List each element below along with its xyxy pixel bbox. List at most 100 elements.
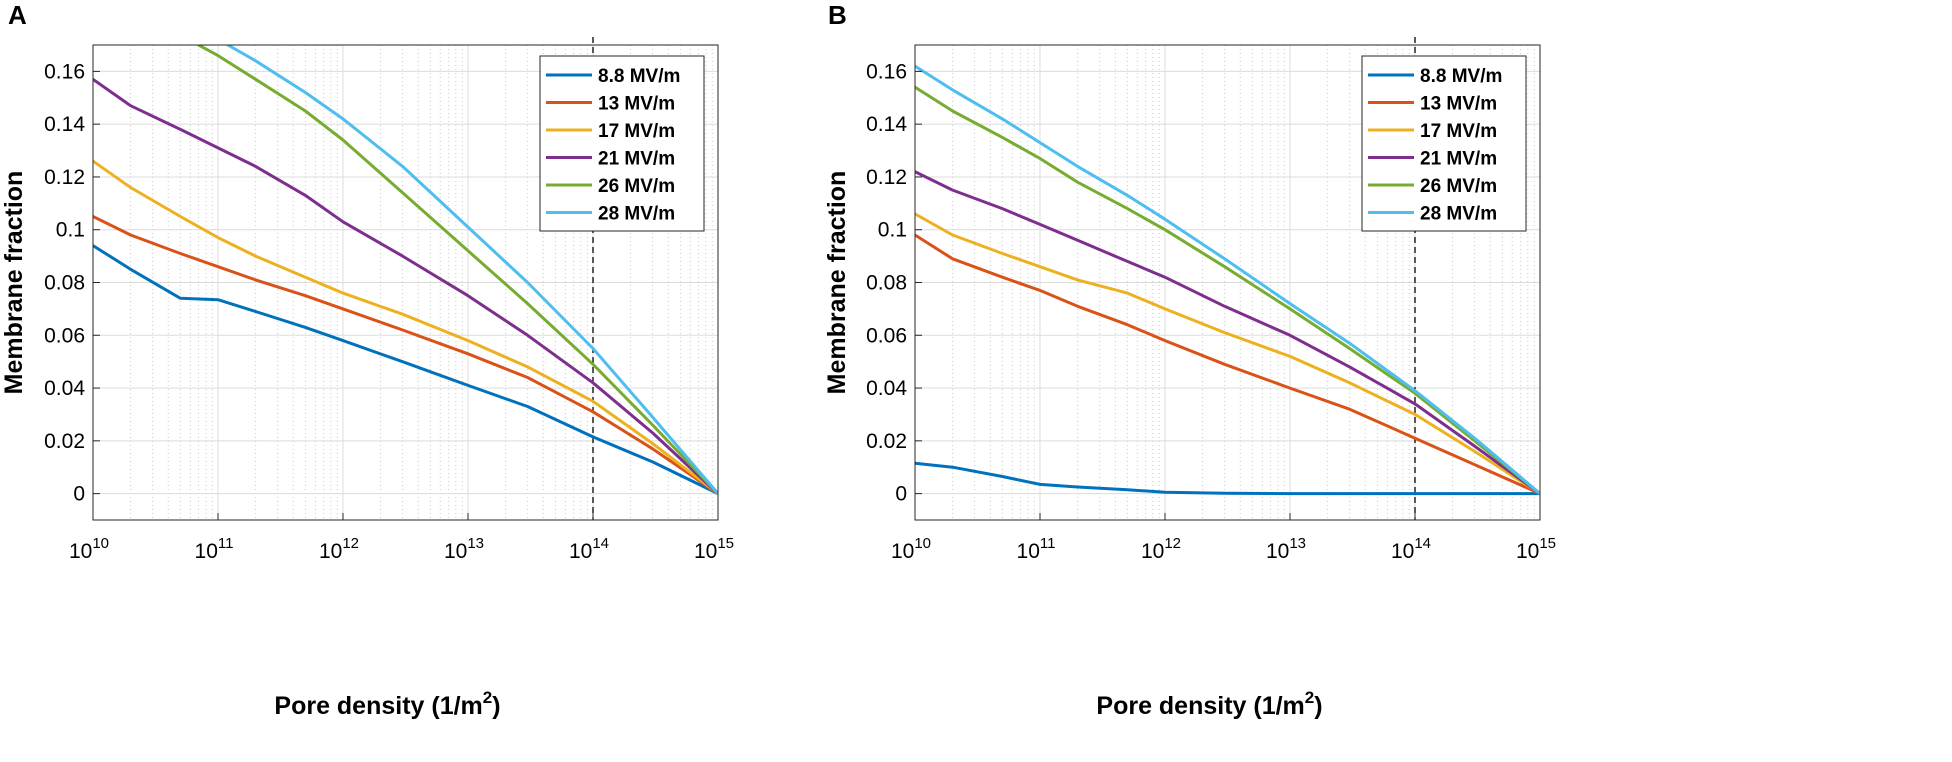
x-axis-title-end: ) [1314,692,1322,720]
y-tick-label: 0.12 [866,166,907,189]
legend-label: 21 MV/m [598,149,675,170]
series-line [915,233,1540,496]
x-axis-title-end: ) [492,692,500,720]
x-tick-exponent: 12 [1164,535,1181,552]
legend-label: 17 MV/m [598,121,675,142]
series-line [93,215,718,496]
x-tick-label: 1015 [694,535,734,563]
legend: 8.8 MV/m 13 MV/m 17 MV/m 21 MV/m 26 MV/m 28 M… [1361,55,1527,232]
x-tick-exponent: 11 [218,535,234,552]
y-tick-label: 0.16 [44,60,85,83]
x-tick-base: 10 [569,540,592,563]
series-group [915,64,1540,496]
series-line [915,64,1540,496]
panel-letter: B [828,0,847,30]
panel-letter: A [8,0,27,30]
legend-label: 26 MV/m [1420,176,1497,197]
x-tick-label: 1013 [1266,535,1306,563]
y-tick-label: 0 [73,483,85,506]
y-tick-label: 0 [895,483,907,506]
legend-label: 8.8 MV/m [1420,66,1502,87]
x-tick-base: 10 [444,540,467,563]
series-group [93,45,718,496]
y-axis-title: Membrane fraction [823,171,851,395]
x-tick-label: 1012 [1141,535,1181,563]
series-line [93,77,718,496]
x-tick-exponent: 14 [592,535,609,552]
legend-label: 17 MV/m [1420,121,1497,142]
x-tick-exponent: 11 [1040,535,1056,552]
y-tick-label: 0.02 [866,430,907,453]
legend-label: 13 MV/m [598,94,675,115]
series-line [915,212,1540,496]
series-line [197,45,718,496]
x-tick-label: 1011 [1017,535,1056,563]
y-axis-title: Membrane fraction [0,171,28,395]
y-tick-label: 0.1 [878,219,907,242]
series-line [226,45,718,496]
y-tick-label: 0.14 [44,113,85,136]
x-tick-base: 10 [1266,540,1289,563]
legend-label: 28 MV/m [1420,204,1497,225]
x-axis-title: Pore density (1/m2) [1096,688,1322,720]
series-line [915,461,1540,496]
legend-box [539,55,705,232]
legend-label: 21 MV/m [1420,149,1497,170]
y-tick-label: 0.1 [56,219,85,242]
x-tick-exponent: 15 [717,535,734,552]
y-tick-label: 0.06 [866,324,907,347]
series-line [93,244,718,496]
x-tick-label: 1014 [569,535,609,563]
legend-label: 8.8 MV/m [598,66,680,87]
x-tick-base: 10 [195,540,218,563]
y-tick-label: 0.06 [44,324,85,347]
legend-box [1361,55,1527,232]
x-tick-label: 1014 [1391,535,1431,563]
x-tick-exponent: 10 [92,535,109,552]
x-tick-label: 1010 [69,535,109,563]
y-tick-label: 0.04 [44,377,85,400]
x-tick-base: 10 [319,540,342,563]
legend-label: 13 MV/m [1420,94,1497,115]
y-tick-label: 0.14 [866,113,907,136]
y-tick-label: 0.08 [44,272,85,295]
y-tick-label: 0.12 [44,166,85,189]
y-tick-label: 0.08 [866,272,907,295]
x-tick-label: 1011 [195,535,234,563]
x-tick-base: 10 [694,540,717,563]
legend: 8.8 MV/m 13 MV/m 17 MV/m 21 MV/m 26 MV/m 28 M… [539,55,705,232]
x-tick-exponent: 13 [467,535,484,552]
series-line [915,85,1540,496]
x-tick-base: 10 [69,540,92,563]
x-tick-base: 10 [1017,540,1040,563]
x-tick-base: 10 [891,540,914,563]
x-tick-base: 10 [1391,540,1414,563]
series-line [915,170,1540,496]
x-tick-exponent: 14 [1414,535,1431,552]
legend-label: 28 MV/m [598,204,675,225]
x-axis-title: Pore density (1/m2) [274,688,500,720]
x-tick-label: 1012 [319,535,359,563]
x-axis-title-main: Pore density (1/m [274,692,482,720]
x-tick-exponent: 13 [1289,535,1306,552]
x-axis-title-sup: 2 [483,688,492,707]
x-tick-base: 10 [1141,540,1164,563]
y-tick-label: 0.02 [44,430,85,453]
y-tick-label: 0.16 [866,60,907,83]
legend-label: 26 MV/m [598,176,675,197]
series-line [93,159,718,496]
x-axis-title-sup: 2 [1305,688,1314,707]
x-tick-exponent: 10 [914,535,931,552]
x-axis-title-main: Pore density (1/m [1096,692,1304,720]
y-tick-label: 0.04 [866,377,907,400]
x-tick-base: 10 [1516,540,1539,563]
x-tick-exponent: 12 [342,535,359,552]
x-tick-label: 1015 [1516,535,1556,563]
x-tick-exponent: 15 [1539,535,1556,552]
x-tick-label: 1010 [891,535,931,563]
x-tick-label: 1013 [444,535,484,563]
